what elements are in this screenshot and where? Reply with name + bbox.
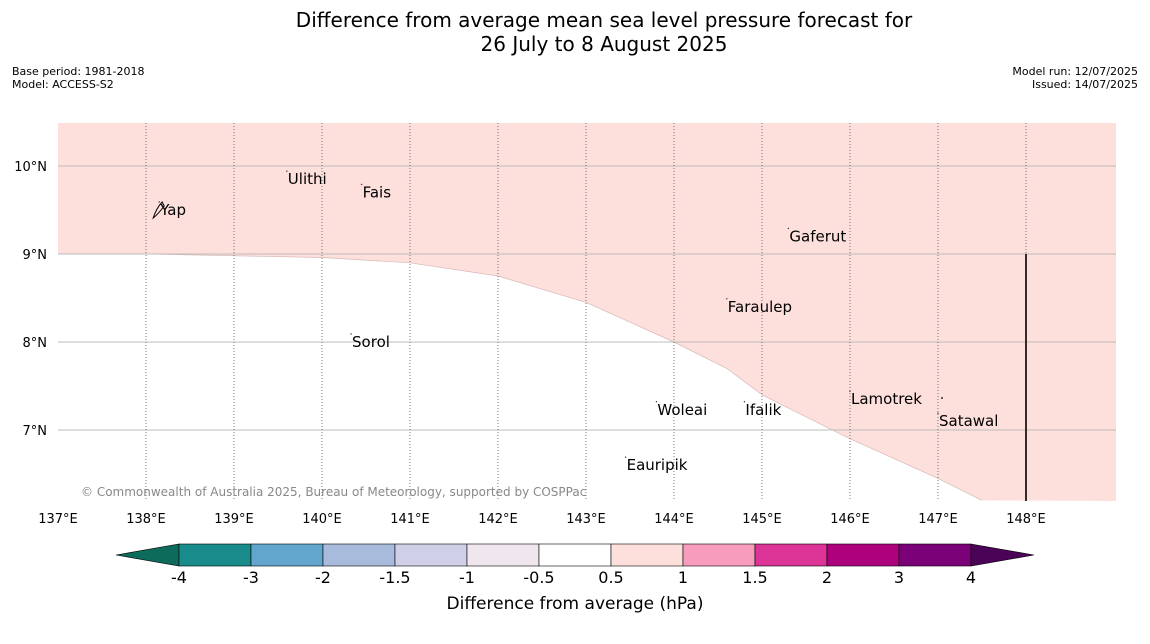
model-text: Model: ACCESS-S2 (12, 78, 114, 91)
place-dot-gaferut (787, 227, 790, 230)
colorbar-swatch-4 (466, 543, 540, 567)
place-dot-eauripik (624, 456, 627, 458)
meta-right: Model run: 12/07/2025 Issued: 14/07/2025 (1012, 65, 1138, 91)
colorbar-under-triangle (115, 543, 180, 567)
place-dot-ifalik (743, 401, 746, 403)
colorbar-swatch-3 (394, 543, 468, 567)
colorbar-tick-6: 0.5 (598, 568, 623, 587)
issued-text: Issued: 14/07/2025 (1031, 78, 1138, 91)
lon-tick-label-145: 145°E (742, 512, 782, 527)
place-dot-lamotrek (849, 390, 851, 392)
colorbar-swatch-2 (322, 543, 396, 567)
colorbar-over-triangle (970, 543, 1035, 567)
colorbar-tick-9: 2 (822, 568, 832, 587)
lon-tick-label-142: 142°E (478, 512, 518, 527)
lon-tick-label-138: 138°E (126, 512, 166, 527)
place-dot-satawal (937, 412, 939, 414)
place-label-fais: Fais (363, 183, 392, 201)
lat-tick-label-7: 7°N (23, 424, 48, 439)
colorbar-tick-4: -1 (459, 568, 475, 587)
base-period-text: Base period: 1981-2018 (12, 65, 145, 78)
place-dot-yap (158, 201, 160, 203)
colorbar-tick-5: -0.5 (523, 568, 554, 587)
colorbar-tick-7: 1 (678, 568, 688, 587)
colorbar-tick-3: -1.5 (379, 568, 410, 587)
lon-tick-label-144: 144°E (654, 512, 694, 527)
map-layer: Yap Ulithi Fais Gaferut Faraulep Sorol Lamotre… (14, 123, 1116, 527)
model-run-text: Model run: 12/07/2025 (1012, 65, 1138, 78)
place-dot-faraulep (726, 298, 728, 300)
place-label-yap: Yap (159, 201, 186, 219)
place-label-gaferut: Gaferut (789, 227, 846, 245)
colorbar-swatch-10 (898, 543, 972, 567)
place-label-ifalik: Ifalik (745, 401, 781, 419)
place-label-ulithi: Ulithi (288, 170, 327, 188)
colorbar-tick-2: -2 (315, 568, 331, 587)
colorbar-tick-0: -4 (171, 568, 187, 587)
lon-tick-label-141: 141°E (390, 512, 430, 527)
lon-tick-label-140: 140°E (302, 512, 342, 527)
lon-tick-label-143: 143°E (566, 512, 606, 527)
yap-island-outline (152, 201, 165, 220)
title-line-2: 26 July to 8 August 2025 (480, 32, 728, 56)
colorbar-tick-8: 1.5 (742, 568, 767, 587)
place-label-eauripik: Eauripik (627, 456, 688, 474)
colorbar-swatch-6 (610, 543, 684, 567)
colorbar-swatch-0 (178, 543, 252, 567)
lon-tick-label-147: 147°E (918, 512, 958, 527)
place-dot-ulithi (286, 170, 288, 172)
colorbar-swatch-1 (250, 543, 324, 567)
place-dot-woleai (655, 401, 658, 403)
place-label-lamotrek: Lamotrek (851, 390, 922, 408)
islet-dot (941, 397, 943, 399)
colorbar-swatch-8 (754, 543, 828, 567)
place-label-satawal: Satawal (939, 412, 998, 430)
lat-tick-label-9: 9°N (23, 248, 48, 263)
colorbar-tick-11: 4 (966, 568, 976, 587)
meta-left: Base period: 1981-2018 Model: ACCESS-S2 (12, 65, 144, 91)
colorbar-swatch-7 (682, 543, 756, 567)
lat-tick-label-8: 8°N (23, 336, 48, 351)
copyright-text: © Commonwealth of Australia 2025, Bureau… (81, 485, 586, 499)
place-dot-sorol (350, 333, 352, 335)
colorbar-label: Difference from average (hPa) (446, 594, 704, 614)
map-inner: Yap Ulithi Fais Gaferut Faraulep Sorol Lamotre… (58, 123, 1116, 501)
title-line-1: Difference from average mean sea level p… (295, 8, 913, 32)
lon-tick-label-148: 148°E (1006, 512, 1046, 527)
chart-title: Difference from average mean sea level p… (0, 8, 1150, 56)
shaded-region-0-5-to-1 (58, 123, 1116, 501)
contour-line (58, 253, 983, 501)
colorbar-swatch-5 (538, 543, 612, 567)
colorbar-tick-10: 3 (894, 568, 904, 587)
place-dot-fais (360, 183, 363, 186)
colorbar-tick-1: -3 (243, 568, 259, 587)
lon-tick-label-146: 146°E (830, 512, 870, 527)
place-label-faraulep: Faraulep (728, 298, 792, 316)
place-label-woleai: Woleai (657, 401, 707, 419)
colorbar: -4 -3 -2 -1.5 -1 -0.5 0.5 1 1.5 2 3 4 (115, 543, 1035, 587)
lon-tick-label-137: 137°E (38, 512, 78, 527)
lon-tick-label-139: 139°E (214, 512, 254, 527)
colorbar-swatch-9 (826, 543, 900, 567)
lat-tick-label-10: 10°N (14, 160, 47, 175)
place-label-sorol: Sorol (352, 333, 390, 351)
